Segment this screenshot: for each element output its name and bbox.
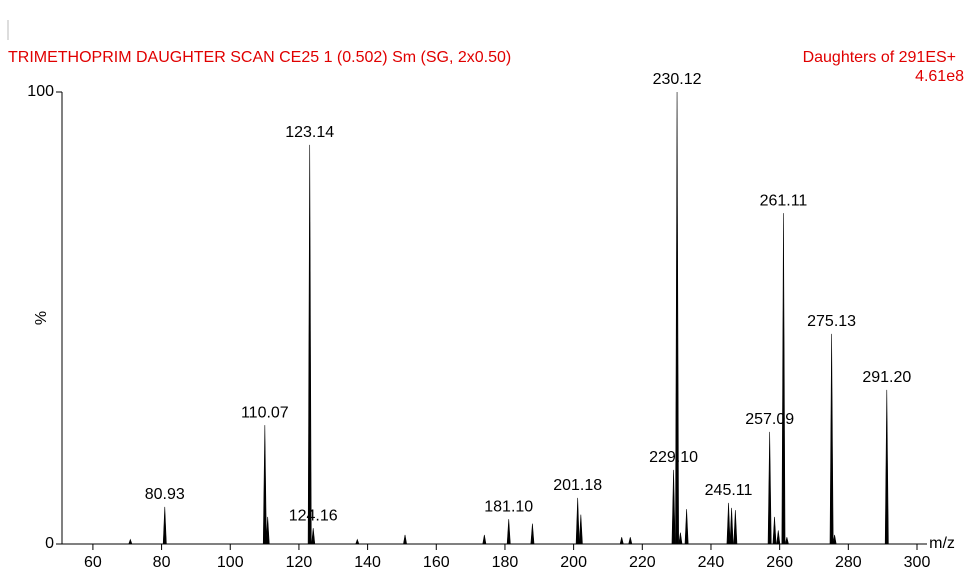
peak [671,469,676,545]
peak [403,534,407,545]
peak-label: 261.11 [760,192,808,209]
x-tick-label: 80 [153,554,171,571]
peak [628,537,633,545]
peak-label: 275.13 [807,313,856,330]
peak [675,91,679,545]
peak [578,514,583,545]
annotation: 4.61e8 [915,68,964,85]
x-tick-label: 220 [629,554,656,571]
x-tick-label: 100 [217,554,244,571]
y-axis-label: % [33,311,50,325]
x-tick-label: 180 [492,554,519,571]
peak [530,523,535,545]
x-tick-label: 280 [835,554,862,571]
chart-title: TRIMETHOPRIM DAUGHTER SCAN CE25 1 (0.502… [8,49,511,66]
peak [726,502,731,545]
x-tick-label: 160 [423,554,450,571]
peak [776,530,781,545]
peak-label: 291.20 [862,369,911,386]
peak-label: 245.11 [705,482,753,499]
peak-label: 123.14 [285,124,334,141]
peak [767,431,772,545]
peak [482,534,487,545]
peak-label: 257.09 [745,411,794,428]
peak-label: 124.16 [289,507,338,524]
x-tick-label: 200 [560,554,587,571]
x-tick-label: 260 [766,554,793,571]
peak-label: 201.18 [553,477,602,494]
y-tick-label: 100 [27,83,54,100]
x-tick-label: 300 [904,554,931,571]
peak [262,425,267,545]
x-axis-label: m/z [929,535,955,552]
peak-label: 230.12 [653,71,702,88]
peak [128,538,133,545]
peak [265,516,270,545]
peak [784,537,789,545]
peak [355,538,360,545]
peak-label: 110.07 [241,404,289,421]
peak [684,509,689,545]
peak [619,537,624,545]
peak [506,519,511,545]
peak [162,506,167,545]
peak [781,213,786,545]
peak-label: 181.10 [484,498,533,515]
peak [884,389,889,545]
y-tick-label: 0 [45,535,54,552]
peak [832,534,837,545]
peak [575,497,580,545]
peak [729,507,734,545]
peak [829,333,834,545]
x-tick-label: 60 [84,554,102,571]
peak [311,528,316,545]
x-tick-label: 240 [698,554,725,571]
peak [772,516,777,545]
peak-label: 229.10 [649,449,698,466]
peak [678,532,683,545]
peak-label: 80.93 [145,486,185,503]
annotation: Daughters of 291ES+ [803,49,956,66]
peak [307,144,312,545]
x-tick-label: 120 [286,554,313,571]
x-tick-label: 140 [354,554,381,571]
peak [733,510,738,545]
